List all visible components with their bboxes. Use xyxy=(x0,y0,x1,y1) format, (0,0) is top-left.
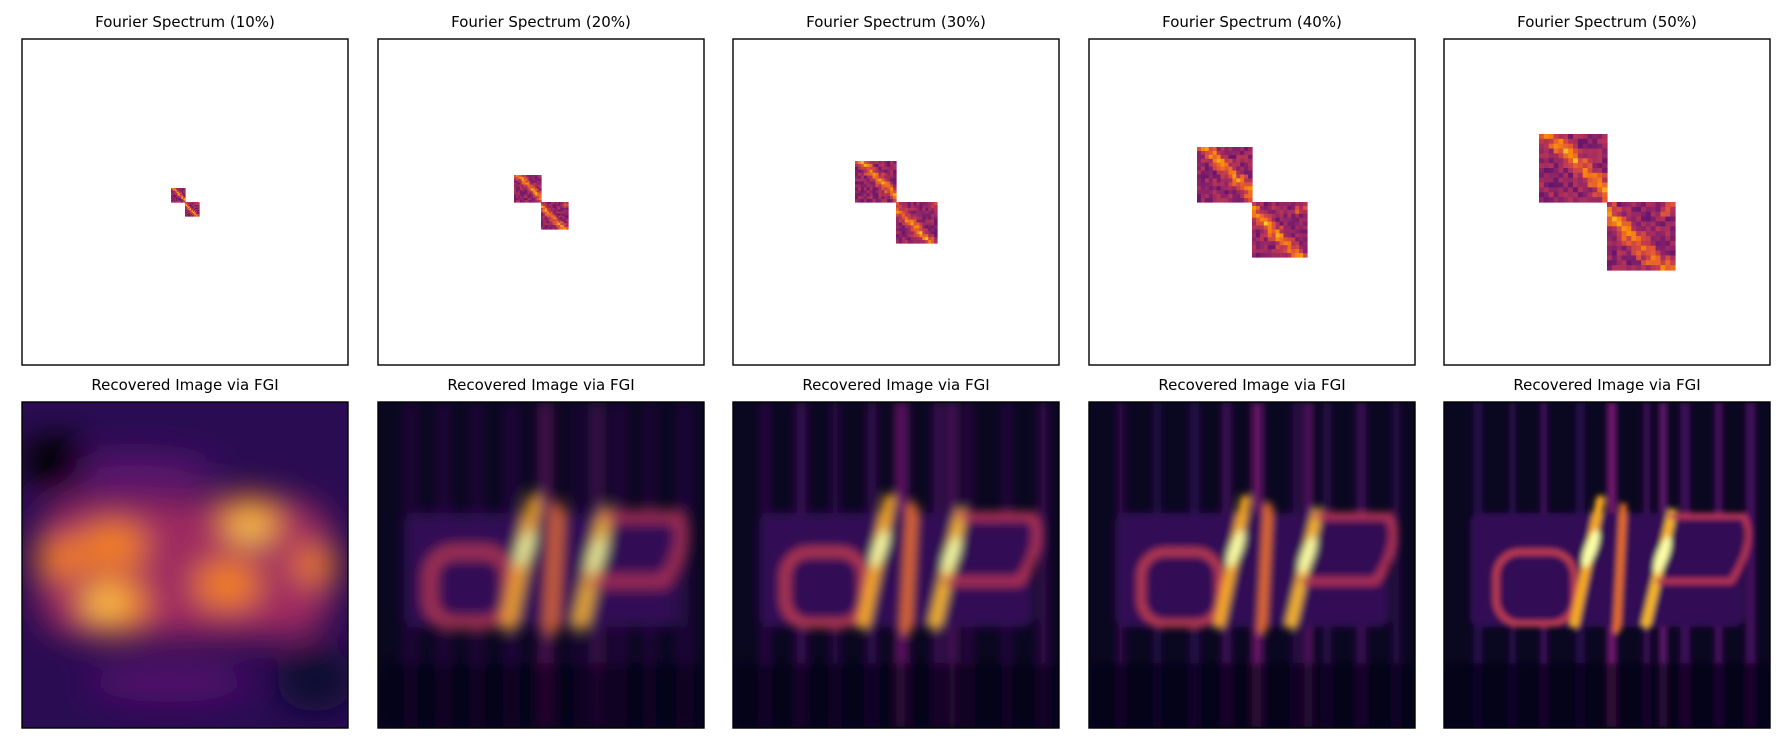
spectrum-block-lower xyxy=(185,202,200,217)
spectrum-panel-3: Fourier Spectrum (30%) xyxy=(732,13,1060,366)
spectrum-block-upper xyxy=(514,175,542,203)
panel-title: Recovered Image via FGI xyxy=(1513,376,1700,394)
spectrum-panel-5: Fourier Spectrum (50%) xyxy=(1443,13,1771,366)
panel-title: Recovered Image via FGI xyxy=(802,376,989,394)
axes-frame xyxy=(21,38,349,366)
spectrum-block-upper xyxy=(1197,147,1253,203)
axes-frame xyxy=(377,38,705,366)
panel-title: Fourier Spectrum (10%) xyxy=(95,13,275,31)
recovered-panel-4: Recovered Image via FGI xyxy=(1088,376,1416,729)
spectrum-block-upper xyxy=(171,188,186,203)
axes-frame xyxy=(21,401,349,729)
spectrum-block-lower xyxy=(896,202,938,244)
panel-title: Fourier Spectrum (40%) xyxy=(1162,13,1342,31)
axes-frame xyxy=(732,401,1060,729)
recovered-panel-5: Recovered Image via FGI xyxy=(1443,376,1771,729)
spectrum-block-lower xyxy=(1607,202,1676,271)
axes-frame xyxy=(1088,38,1416,366)
spectrum-panel-2: Fourier Spectrum (20%) xyxy=(377,13,705,366)
panel-title: Recovered Image via FGI xyxy=(91,376,278,394)
axes-frame xyxy=(1443,401,1771,729)
axes-frame xyxy=(1088,401,1416,729)
spectrum-block-upper xyxy=(1539,134,1608,203)
panel-title: Recovered Image via FGI xyxy=(1158,376,1345,394)
panel-title: Fourier Spectrum (50%) xyxy=(1517,13,1697,31)
spectrum-panel-4: Fourier Spectrum (40%) xyxy=(1088,13,1416,366)
recovered-panel-1: Recovered Image via FGI xyxy=(21,376,349,729)
spectrum-panel-1: Fourier Spectrum (10%) xyxy=(21,13,349,366)
spectrum-block-lower xyxy=(1252,202,1308,258)
recovered-panel-2: Recovered Image via FGI xyxy=(377,376,705,729)
spectrum-block-upper xyxy=(855,161,897,203)
axes-frame xyxy=(377,401,705,729)
axes-frame xyxy=(732,38,1060,366)
panel-title: Recovered Image via FGI xyxy=(447,376,634,394)
panel-title: Fourier Spectrum (20%) xyxy=(451,13,631,31)
recovered-panel-3: Recovered Image via FGI xyxy=(732,376,1060,729)
axes-frame xyxy=(1443,38,1771,366)
panel-title: Fourier Spectrum (30%) xyxy=(806,13,986,31)
spectrum-block-lower xyxy=(541,202,569,230)
